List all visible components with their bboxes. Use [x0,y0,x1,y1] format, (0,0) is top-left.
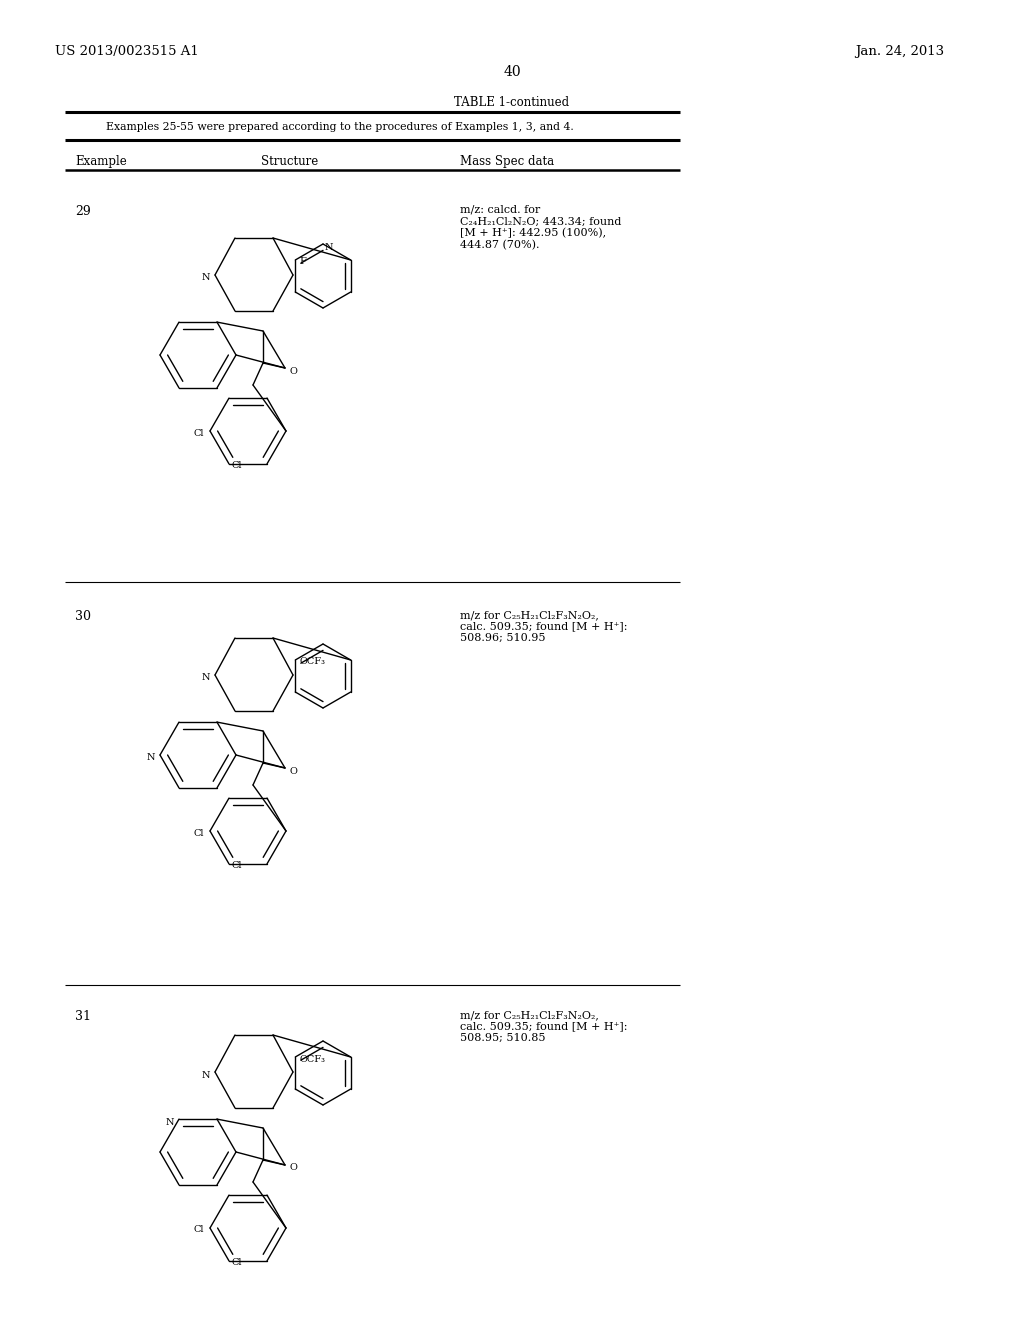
Text: N: N [325,243,334,252]
Text: O: O [289,767,297,776]
Text: N: N [202,273,211,282]
Text: Cl: Cl [232,1258,243,1267]
Text: Mass Spec data: Mass Spec data [460,154,554,168]
Text: Cl: Cl [232,462,243,470]
Text: Structure: Structure [261,154,318,168]
Text: Cl: Cl [194,429,205,437]
Text: Cl: Cl [232,862,243,870]
Text: Example: Example [75,154,127,168]
Text: m/z: calcd. for
C₂₄H₂₁Cl₂N₂O; 443.34; found
[M + H⁺]: 442.95 (100%),
444.87 (70%: m/z: calcd. for C₂₄H₂₁Cl₂N₂O; 443.34; fo… [460,205,622,251]
Text: Cl: Cl [194,829,205,837]
Text: 31: 31 [75,1010,91,1023]
Text: N: N [202,673,211,682]
Text: O: O [289,1163,297,1172]
Text: 30: 30 [75,610,91,623]
Text: TABLE 1-continued: TABLE 1-continued [455,96,569,110]
Text: N: N [166,1118,174,1126]
Text: O: O [289,367,297,375]
Text: m/z for C₂₅H₂₁Cl₂F₃N₂O₂,
calc. 509.35; found [M + H⁺]:
508.95; 510.85: m/z for C₂₅H₂₁Cl₂F₃N₂O₂, calc. 509.35; f… [460,1010,628,1043]
Text: OCF₃: OCF₃ [299,657,326,667]
Text: Examples 25-55 were prepared according to the procedures of Examples 1, 3, and 4: Examples 25-55 were prepared according t… [106,121,573,132]
Text: F: F [299,257,306,267]
Text: Jan. 24, 2013: Jan. 24, 2013 [855,45,944,58]
Text: N: N [202,1071,211,1080]
Text: Cl: Cl [194,1225,205,1234]
Text: 29: 29 [75,205,91,218]
Text: OCF₃: OCF₃ [299,1055,326,1064]
Text: N: N [147,754,156,763]
Text: 40: 40 [503,65,521,79]
Text: m/z for C₂₅H₂₁Cl₂F₃N₂O₂,
calc. 509.35; found [M + H⁺]:
508.96; 510.95: m/z for C₂₅H₂₁Cl₂F₃N₂O₂, calc. 509.35; f… [460,610,628,643]
Text: US 2013/0023515 A1: US 2013/0023515 A1 [55,45,199,58]
